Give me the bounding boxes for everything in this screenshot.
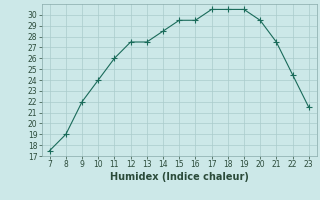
X-axis label: Humidex (Indice chaleur): Humidex (Indice chaleur) bbox=[110, 172, 249, 182]
